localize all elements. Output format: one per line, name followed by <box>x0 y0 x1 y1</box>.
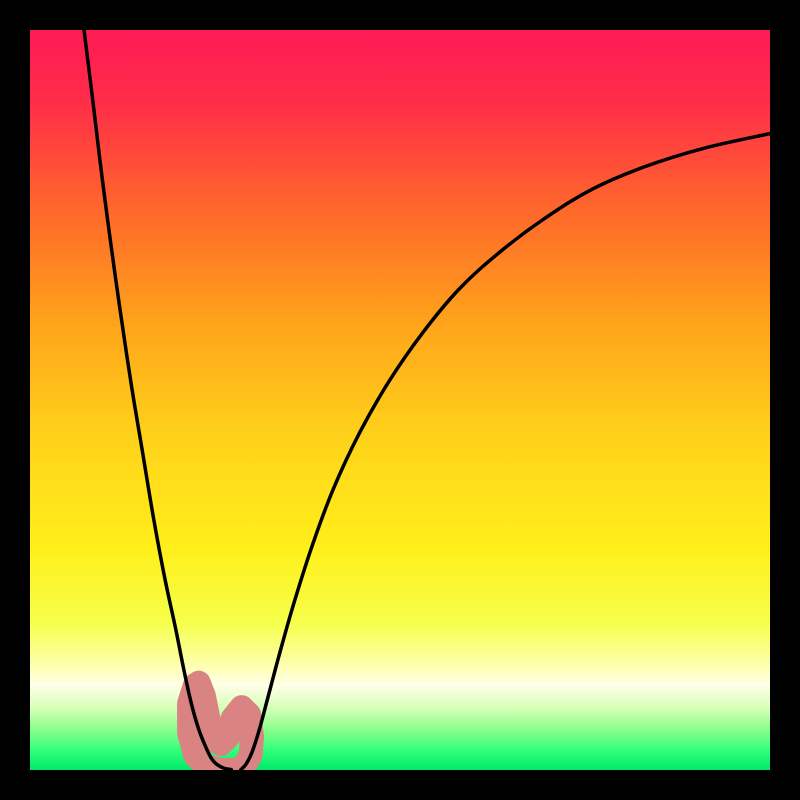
chart-frame <box>0 0 800 800</box>
bottleneck-chart: { "meta": { "watermark_text": "TheBottle… <box>0 0 800 800</box>
